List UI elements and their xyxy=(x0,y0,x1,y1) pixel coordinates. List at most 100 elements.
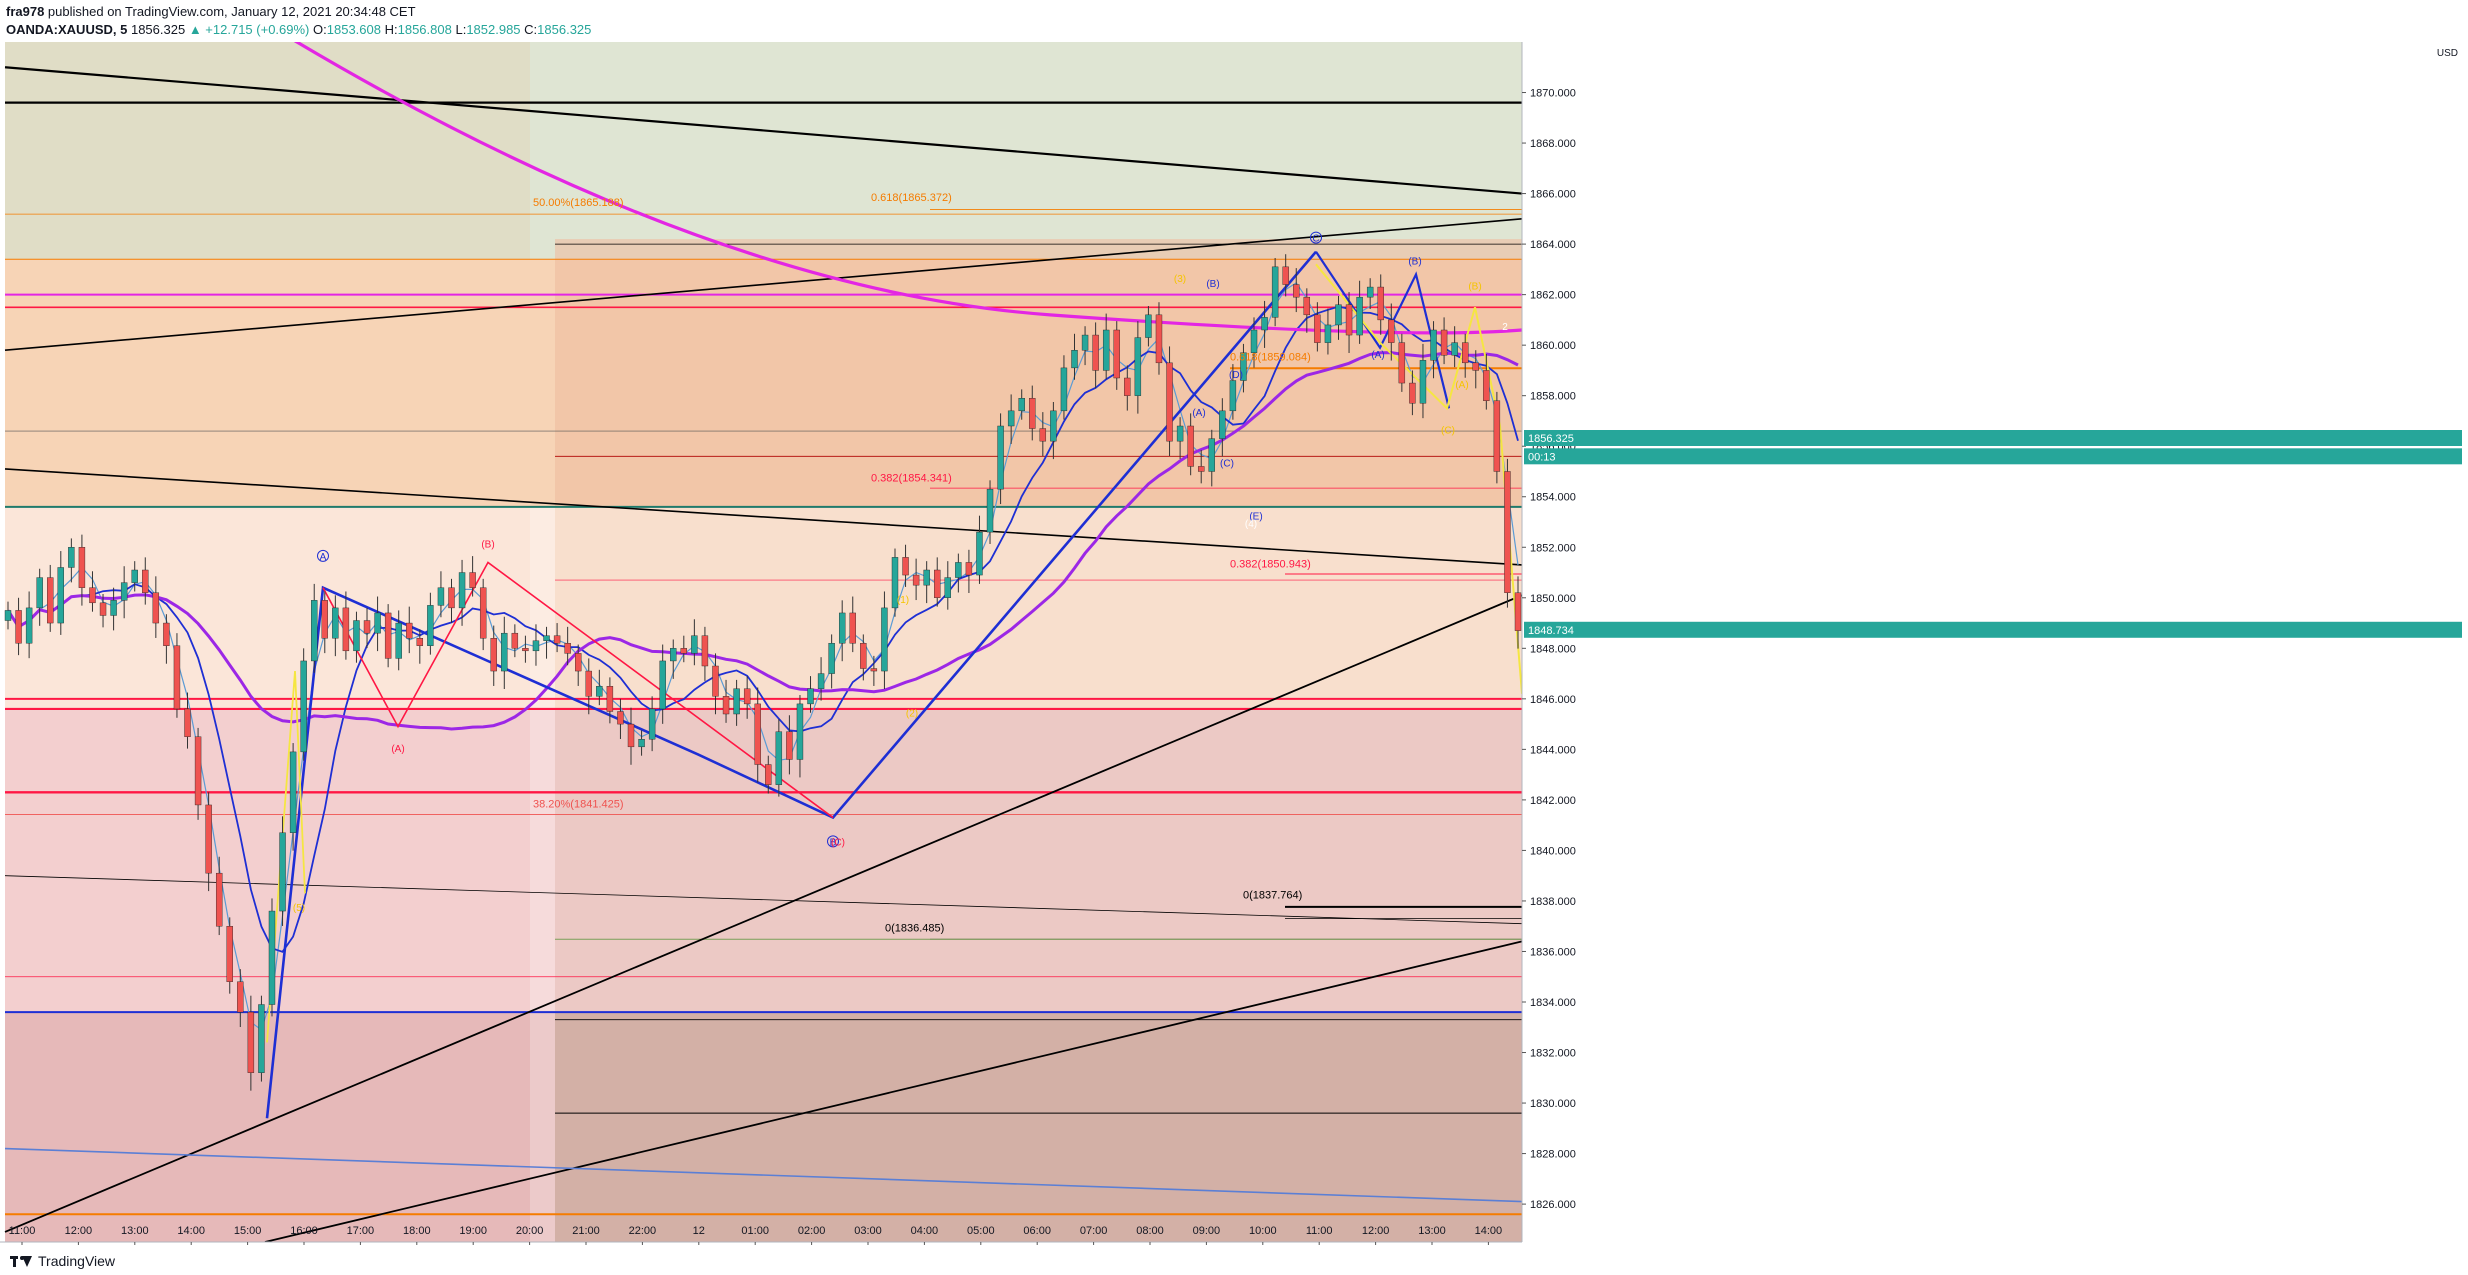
candle-body xyxy=(923,569,930,586)
open-value: 1853.608 xyxy=(326,22,381,37)
wave-label: (B) xyxy=(481,539,494,550)
symbol-label[interactable]: OANDA:XAUUSD, 5 xyxy=(6,22,128,37)
price-tick-label: 1840.000 xyxy=(1530,845,1576,857)
wave-label: (A) xyxy=(1455,380,1468,391)
wave-label: B xyxy=(830,837,837,848)
time-tick-label: 12:00 xyxy=(65,1225,93,1237)
candle-body xyxy=(1208,438,1215,472)
candle-body xyxy=(152,592,160,624)
price-tick-label: 1864.000 xyxy=(1530,239,1576,251)
price-tick-label: 1842.000 xyxy=(1530,795,1576,807)
axes: 1870.000 1868.000 1866.000 1864.000 1862.000… xyxy=(0,42,2468,1247)
candle-body xyxy=(564,643,571,654)
candle-body xyxy=(1493,400,1501,472)
time-tick-label: 05:00 xyxy=(967,1225,995,1237)
candle-body xyxy=(828,643,835,674)
time-tick-label: 18:00 xyxy=(403,1225,431,1237)
candle-body xyxy=(332,607,339,639)
price-tick-label: 1828.000 xyxy=(1530,1149,1576,1161)
ohlc-legend: OANDA:XAUUSD, 5 1856.325 ▲ +12.715 (+0.6… xyxy=(6,22,591,37)
candle-body xyxy=(374,612,381,634)
candle-body xyxy=(57,567,64,624)
candle-body xyxy=(511,632,519,649)
candle-body xyxy=(268,910,276,1005)
candle-body xyxy=(226,926,233,982)
trend-line xyxy=(4,594,1523,1233)
wave-label: (B) xyxy=(1468,282,1481,293)
tradingview-logo-icon[interactable] xyxy=(10,1254,32,1268)
time-tick-label: 07:00 xyxy=(1080,1225,1108,1237)
time-tick-label: 13:00 xyxy=(1418,1225,1446,1237)
candle-body xyxy=(110,600,117,616)
candle-body xyxy=(36,577,43,609)
candle-body xyxy=(986,488,994,533)
price-tag-box xyxy=(1524,430,2462,446)
price-axis-bg xyxy=(1522,42,2468,1247)
price-change: ▲ +12.715 (+0.69%) xyxy=(188,22,310,37)
price-tick-label: 1868.000 xyxy=(1530,138,1576,150)
candle-body xyxy=(311,600,318,662)
candle-body xyxy=(891,557,899,609)
candle-body xyxy=(1261,317,1268,331)
zone-backgrounds xyxy=(5,42,1522,1242)
trend-line xyxy=(4,468,1523,566)
candle-body xyxy=(1377,286,1384,321)
candle-body xyxy=(944,577,951,598)
wave-label: (C) xyxy=(831,837,845,848)
brand-label[interactable]: TradingView xyxy=(38,1253,116,1269)
fib-label: 0.618(1859.084) xyxy=(1230,351,1311,363)
candle-body xyxy=(1483,370,1490,401)
price-tick-label: 1830.000 xyxy=(1530,1098,1576,1110)
price-tick-label: 1870.000 xyxy=(1530,88,1576,100)
time-tick-label: 06:00 xyxy=(1023,1225,1051,1237)
candle-body xyxy=(15,610,22,644)
horizontal-levels xyxy=(5,101,1522,1216)
candle-body xyxy=(1060,367,1068,412)
wave-label-circle xyxy=(827,835,839,848)
price-tick-label: 1860.000 xyxy=(1530,340,1576,352)
candle-body xyxy=(796,703,804,760)
candle-body xyxy=(532,640,540,652)
time-tick-label: 13:00 xyxy=(121,1225,149,1237)
candle-body xyxy=(1345,304,1353,336)
candle-body xyxy=(849,612,856,644)
low-label: L: xyxy=(455,22,467,37)
fib-label: 0(1836.485) xyxy=(885,922,944,934)
candle-body xyxy=(976,531,983,576)
wave-label: (D) xyxy=(1229,370,1243,381)
close-label: C: xyxy=(524,22,538,37)
candle-body xyxy=(881,607,888,672)
price-tag-label: 1856.325 xyxy=(1528,433,1574,445)
candle-body xyxy=(1007,410,1015,427)
candle-body xyxy=(1366,286,1374,298)
price-tick-label: 1848.000 xyxy=(1530,643,1576,655)
time-tick-label: 11:00 xyxy=(1306,1225,1333,1237)
publisher-name[interactable]: fra978 xyxy=(6,4,45,19)
candle-body xyxy=(1166,362,1173,442)
fib-label: 50.00%(1865.188) xyxy=(533,197,624,209)
fib-box-lower xyxy=(555,708,1522,1013)
candle-body xyxy=(733,688,740,715)
candle-body xyxy=(78,547,86,588)
session-gap xyxy=(530,506,555,1242)
candle-body xyxy=(680,648,688,654)
candle-body xyxy=(765,764,772,785)
chart-header: fra978 published on TradingView.com, Jan… xyxy=(0,0,2468,42)
candle-body xyxy=(1229,380,1237,412)
candle-body xyxy=(1145,314,1152,338)
candle-body xyxy=(912,574,920,586)
wave-label-circle xyxy=(317,549,329,562)
price-chart[interactable]: 50.00%(1865.188) 0.618(1865.372) 0.618(185… xyxy=(0,42,2468,1247)
candle-body xyxy=(754,703,761,765)
candle-body xyxy=(247,1011,255,1073)
candle-body xyxy=(1504,471,1511,593)
candle-body xyxy=(934,569,941,598)
wave-label: C xyxy=(1312,234,1319,245)
candle-body xyxy=(870,668,878,672)
time-tick-label: 12:00 xyxy=(1362,1225,1390,1237)
candle-body xyxy=(384,612,392,659)
price-tick-label: 1854.000 xyxy=(1530,492,1576,504)
candle-body xyxy=(627,723,635,748)
candle-body xyxy=(437,587,445,606)
time-tick-label: 14:00 xyxy=(1475,1225,1503,1237)
